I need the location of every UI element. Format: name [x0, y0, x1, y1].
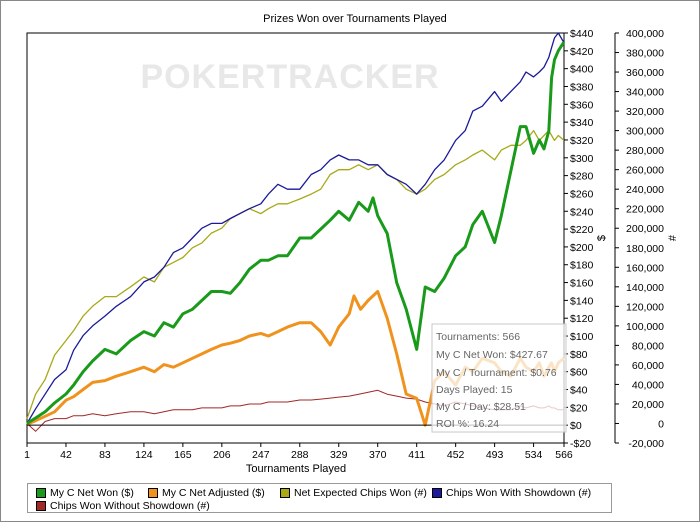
x-tick-label: 411	[408, 449, 425, 461]
tooltip-box	[431, 323, 567, 433]
legend: My C Net Won ($) My C Net Adjusted ($) N…	[27, 483, 612, 513]
series-line-1	[26, 41, 566, 425]
y-chips-tick-label: 260,000	[626, 165, 664, 177]
y-chips-tick-label: 140,000	[626, 282, 664, 294]
y-chips-tick-label: 180,000	[626, 243, 664, 255]
y-dollar-tick-label: $0	[570, 420, 582, 432]
y-chips-tick-label: 0	[658, 418, 664, 430]
x-tick-label: 534	[525, 449, 543, 461]
x-tick-label: 83	[99, 449, 111, 461]
y-dollar-tick-label: $160	[570, 278, 594, 290]
y-dollar-tick-label: $360	[570, 99, 594, 111]
legend-label: Chips Won Without Showdown (#)	[50, 500, 210, 512]
y-chips-tick-label: 80,000	[632, 340, 664, 352]
y-chips-tick-label: 280,000	[626, 145, 664, 157]
y-dollar-tick-label: $320	[570, 135, 594, 147]
legend-label: Chips Won With Showdown (#)	[446, 487, 592, 499]
y-axis-dollar-ticks: $440 $420 $400 $380 $360 $340 $320 $300 $280 $260…	[564, 28, 594, 450]
legend-item[interactable]: My C Net Adjusted ($)	[148, 487, 265, 499]
x-tick-label: 288	[291, 449, 309, 461]
legend-swatch	[36, 501, 46, 511]
y-dollar-tick-label: $420	[570, 46, 594, 58]
tooltip-line: My C / Tournament: $0.76	[436, 367, 557, 379]
y-dollar-tick-label: $20	[570, 402, 588, 414]
x-tick-label: 370	[369, 449, 387, 461]
legend-item[interactable]: Net Expected Chips Won (#)	[280, 487, 427, 499]
x-axis-ticks: 1 42 83 124 165 206 247 288 329 370 411 452 493 534 56…	[24, 443, 573, 461]
x-tick-label: 1	[24, 449, 30, 461]
y-dollar-tick-label: $380	[570, 81, 594, 93]
tooltip-line: Days Played: 15	[436, 384, 513, 396]
legend-item[interactable]: Chips Won Without Showdown (#)	[36, 500, 210, 512]
y-dollar-tick-label: $140	[570, 295, 594, 307]
x-axis-label: Tournaments Played	[246, 463, 346, 475]
tooltip-line: ROI %: 16.24	[436, 418, 499, 430]
y-chips-tick-label: 160,000	[626, 262, 664, 274]
y-dollar-tick-label: -$20	[570, 438, 591, 450]
tooltip-line: My C / Day: $28.51	[436, 401, 526, 413]
legend-swatch	[148, 488, 158, 498]
y-chips-tick-label: 100,000	[626, 321, 664, 333]
y-chips-tick-label: 220,000	[626, 204, 664, 216]
x-tick-label: 493	[486, 449, 504, 461]
legend-item[interactable]: My C Net Won ($)	[36, 487, 134, 499]
legend-item[interactable]: Chips Won With Showdown (#)	[432, 487, 591, 499]
legend-swatch	[280, 488, 290, 498]
y-dollar-tick-label: $100	[570, 331, 594, 343]
x-tick-label: 42	[60, 449, 72, 461]
y-chips-tick-label: 400,000	[626, 28, 664, 40]
x-tick-label: 124	[135, 449, 153, 461]
hover-tooltip: Tournaments: 566 My C Net Won: $427.67 M…	[431, 323, 567, 433]
y-chips-tick-label: 360,000	[626, 67, 664, 79]
legend-swatch	[432, 488, 442, 498]
x-tick-label: 206	[213, 449, 231, 461]
y-chips-tick-label: 40,000	[632, 379, 664, 391]
y-dollar-tick-label: $200	[570, 242, 594, 254]
y-dollar-tick-label: $120	[570, 313, 594, 325]
y-axis-dollar-label: $	[596, 235, 608, 241]
y-dollar-tick-label: $440	[570, 28, 594, 40]
x-tick-label: 566	[555, 449, 573, 461]
y-dollar-tick-label: $400	[570, 64, 594, 76]
y-dollar-tick-label: $260	[570, 188, 594, 200]
x-tick-label: 165	[174, 449, 192, 461]
y-dollar-tick-label: $80	[570, 349, 588, 361]
tooltip-line: Tournaments: 566	[436, 331, 520, 343]
y-chips-tick-label: 240,000	[626, 184, 664, 196]
y-axis-chips-ticks: 400,000 380,000 360,000 340,000 320,000 300,0…	[614, 28, 664, 450]
y-chips-tick-label: 340,000	[626, 87, 664, 99]
y-chips-tick-label: 200,000	[626, 223, 664, 235]
y-chips-tick-label: 60,000	[632, 360, 664, 372]
y-dollar-tick-label: $60	[570, 367, 588, 379]
y-chips-tick-label: 120,000	[626, 301, 664, 313]
series-line-4	[26, 32, 565, 424]
y-chips-tick-label: -20,000	[628, 438, 664, 450]
y-dollar-tick-label: $40	[570, 385, 588, 397]
y-dollar-tick-label: $180	[570, 260, 594, 272]
x-tick-label: 452	[447, 449, 465, 461]
y-chips-tick-label: 300,000	[626, 126, 664, 138]
legend-label: Net Expected Chips Won (#)	[294, 487, 427, 499]
legend-label: My C Net Adjusted ($)	[162, 487, 265, 499]
watermark-logo: POKERTRACKER	[140, 58, 439, 96]
y-dollar-tick-label: $280	[570, 171, 594, 183]
y-chips-tick-label: 380,000	[626, 48, 664, 60]
y-axis-chips-label: #	[667, 234, 679, 241]
y-chips-tick-label: 320,000	[626, 106, 664, 118]
y-dollar-tick-label: $340	[570, 117, 594, 129]
y-dollar-tick-label: $220	[570, 224, 594, 236]
legend-swatch	[36, 488, 46, 498]
series-line-3	[26, 129, 565, 419]
y-chips-tick-label: 20,000	[632, 399, 664, 411]
chart-title: Prizes Won over Tournaments Played	[263, 13, 447, 25]
tooltip-line: My C Net Won: $427.67	[436, 349, 548, 361]
y-dollar-tick-label: $240	[570, 206, 594, 218]
y-dollar-tick-label: $300	[570, 153, 594, 165]
legend-label: My C Net Won ($)	[50, 487, 134, 499]
x-tick-label: 247	[252, 449, 270, 461]
x-tick-label: 329	[330, 449, 348, 461]
